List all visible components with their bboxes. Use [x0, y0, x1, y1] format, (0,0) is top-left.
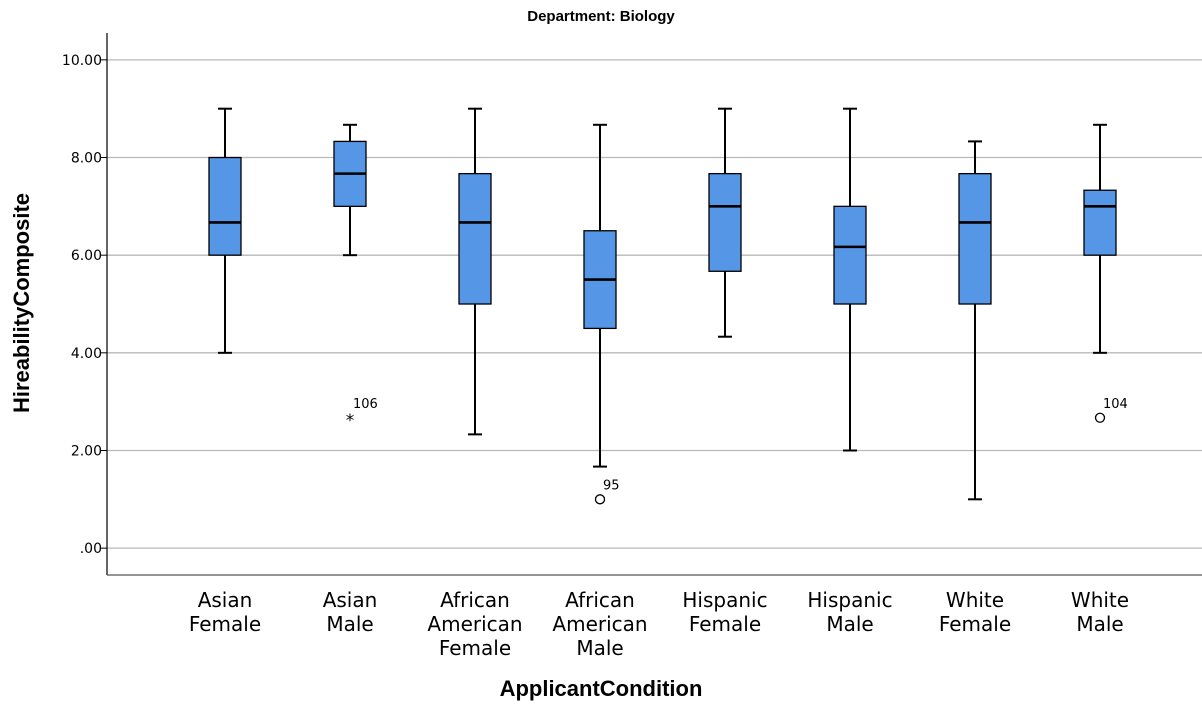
- y-tick-label: 8.00: [71, 151, 102, 167]
- box: [833, 205, 867, 305]
- box: [958, 172, 992, 305]
- x-tick-label: Female: [439, 636, 511, 660]
- y-axis-label: HireabilityComposite: [9, 192, 34, 414]
- x-tick-label: Female: [689, 612, 761, 636]
- outlier-circle: [594, 494, 606, 505]
- box: [1083, 189, 1117, 256]
- x-tick-label: Male: [1076, 612, 1123, 636]
- y-tick-label: 10.00: [62, 53, 102, 69]
- x-tick-label: Female: [939, 612, 1011, 636]
- x-tick-label: White: [946, 588, 1004, 612]
- x-tick-label: African: [565, 588, 635, 612]
- x-tick-label: Asian: [323, 588, 378, 612]
- x-tick-label: American: [427, 612, 522, 636]
- outlier-circle: [1094, 412, 1106, 423]
- outlier-label: 95: [603, 478, 620, 493]
- y-tick-label: 2.00: [71, 443, 102, 459]
- x-tick-label: Female: [189, 612, 261, 636]
- x-tick-label: Male: [826, 612, 873, 636]
- outlier-star: *: [346, 411, 355, 431]
- y-tick-label: 6.00: [71, 248, 102, 264]
- outlier-label: 104: [1103, 397, 1128, 412]
- x-tick-label: White: [1071, 588, 1129, 612]
- y-tick-label: 4.00: [71, 346, 102, 362]
- x-tick-label: Hispanic: [807, 588, 892, 612]
- outlier-label: 106: [353, 397, 378, 412]
- x-tick-label: African: [440, 588, 510, 612]
- box: [208, 156, 242, 256]
- y-tick-label: .00: [80, 541, 102, 557]
- x-tick-label: Hispanic: [682, 588, 767, 612]
- x-axis-label: ApplicantCondition: [499, 676, 703, 701]
- x-tick-label: Asian: [198, 588, 253, 612]
- x-tick-label: Male: [576, 636, 623, 660]
- x-tick-label: American: [552, 612, 647, 636]
- x-tick-label: Male: [326, 612, 373, 636]
- box: [458, 172, 492, 305]
- chart-title: Department: Biology: [527, 8, 675, 25]
- box: [708, 172, 742, 272]
